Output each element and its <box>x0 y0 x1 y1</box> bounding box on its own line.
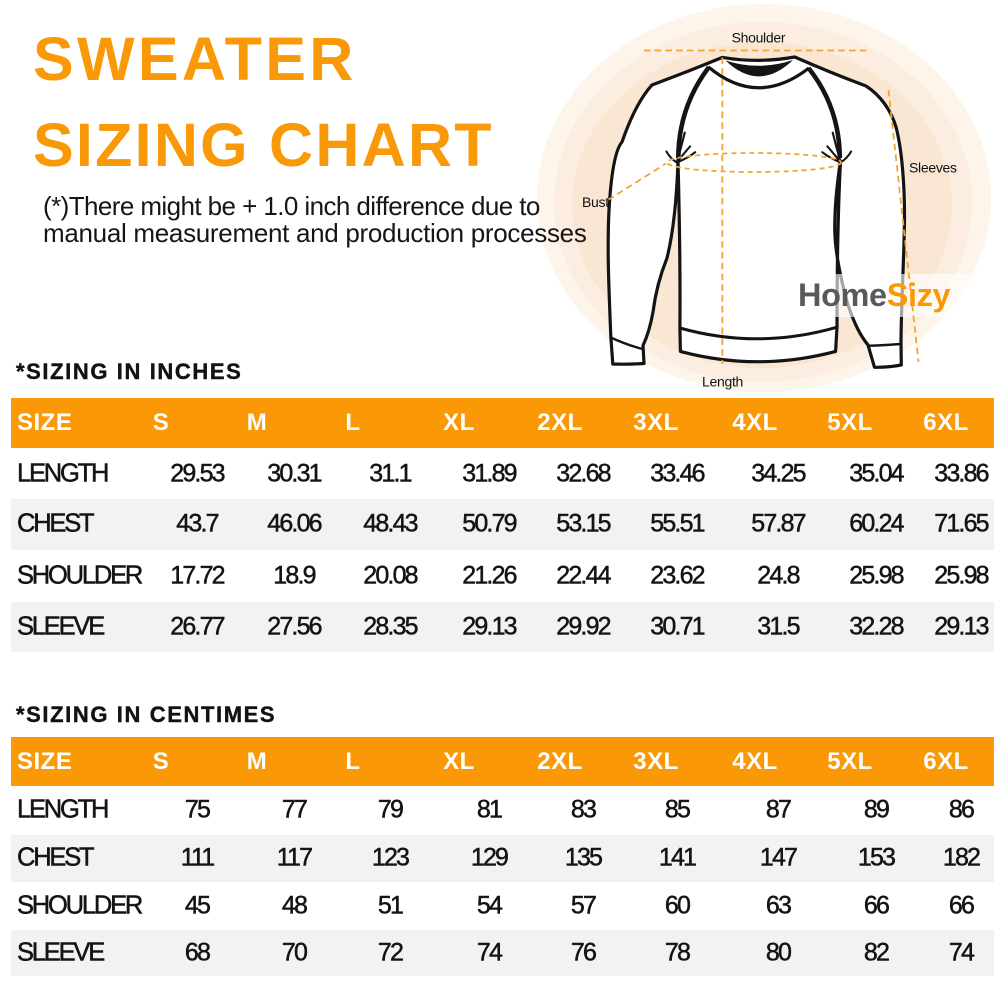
svg-text:Shoulder: Shoulder <box>732 30 786 46</box>
svg-text:Bust: Bust <box>582 194 609 210</box>
svg-text:Length: Length <box>702 374 743 390</box>
svg-text:Sleeves: Sleeves <box>909 160 957 176</box>
